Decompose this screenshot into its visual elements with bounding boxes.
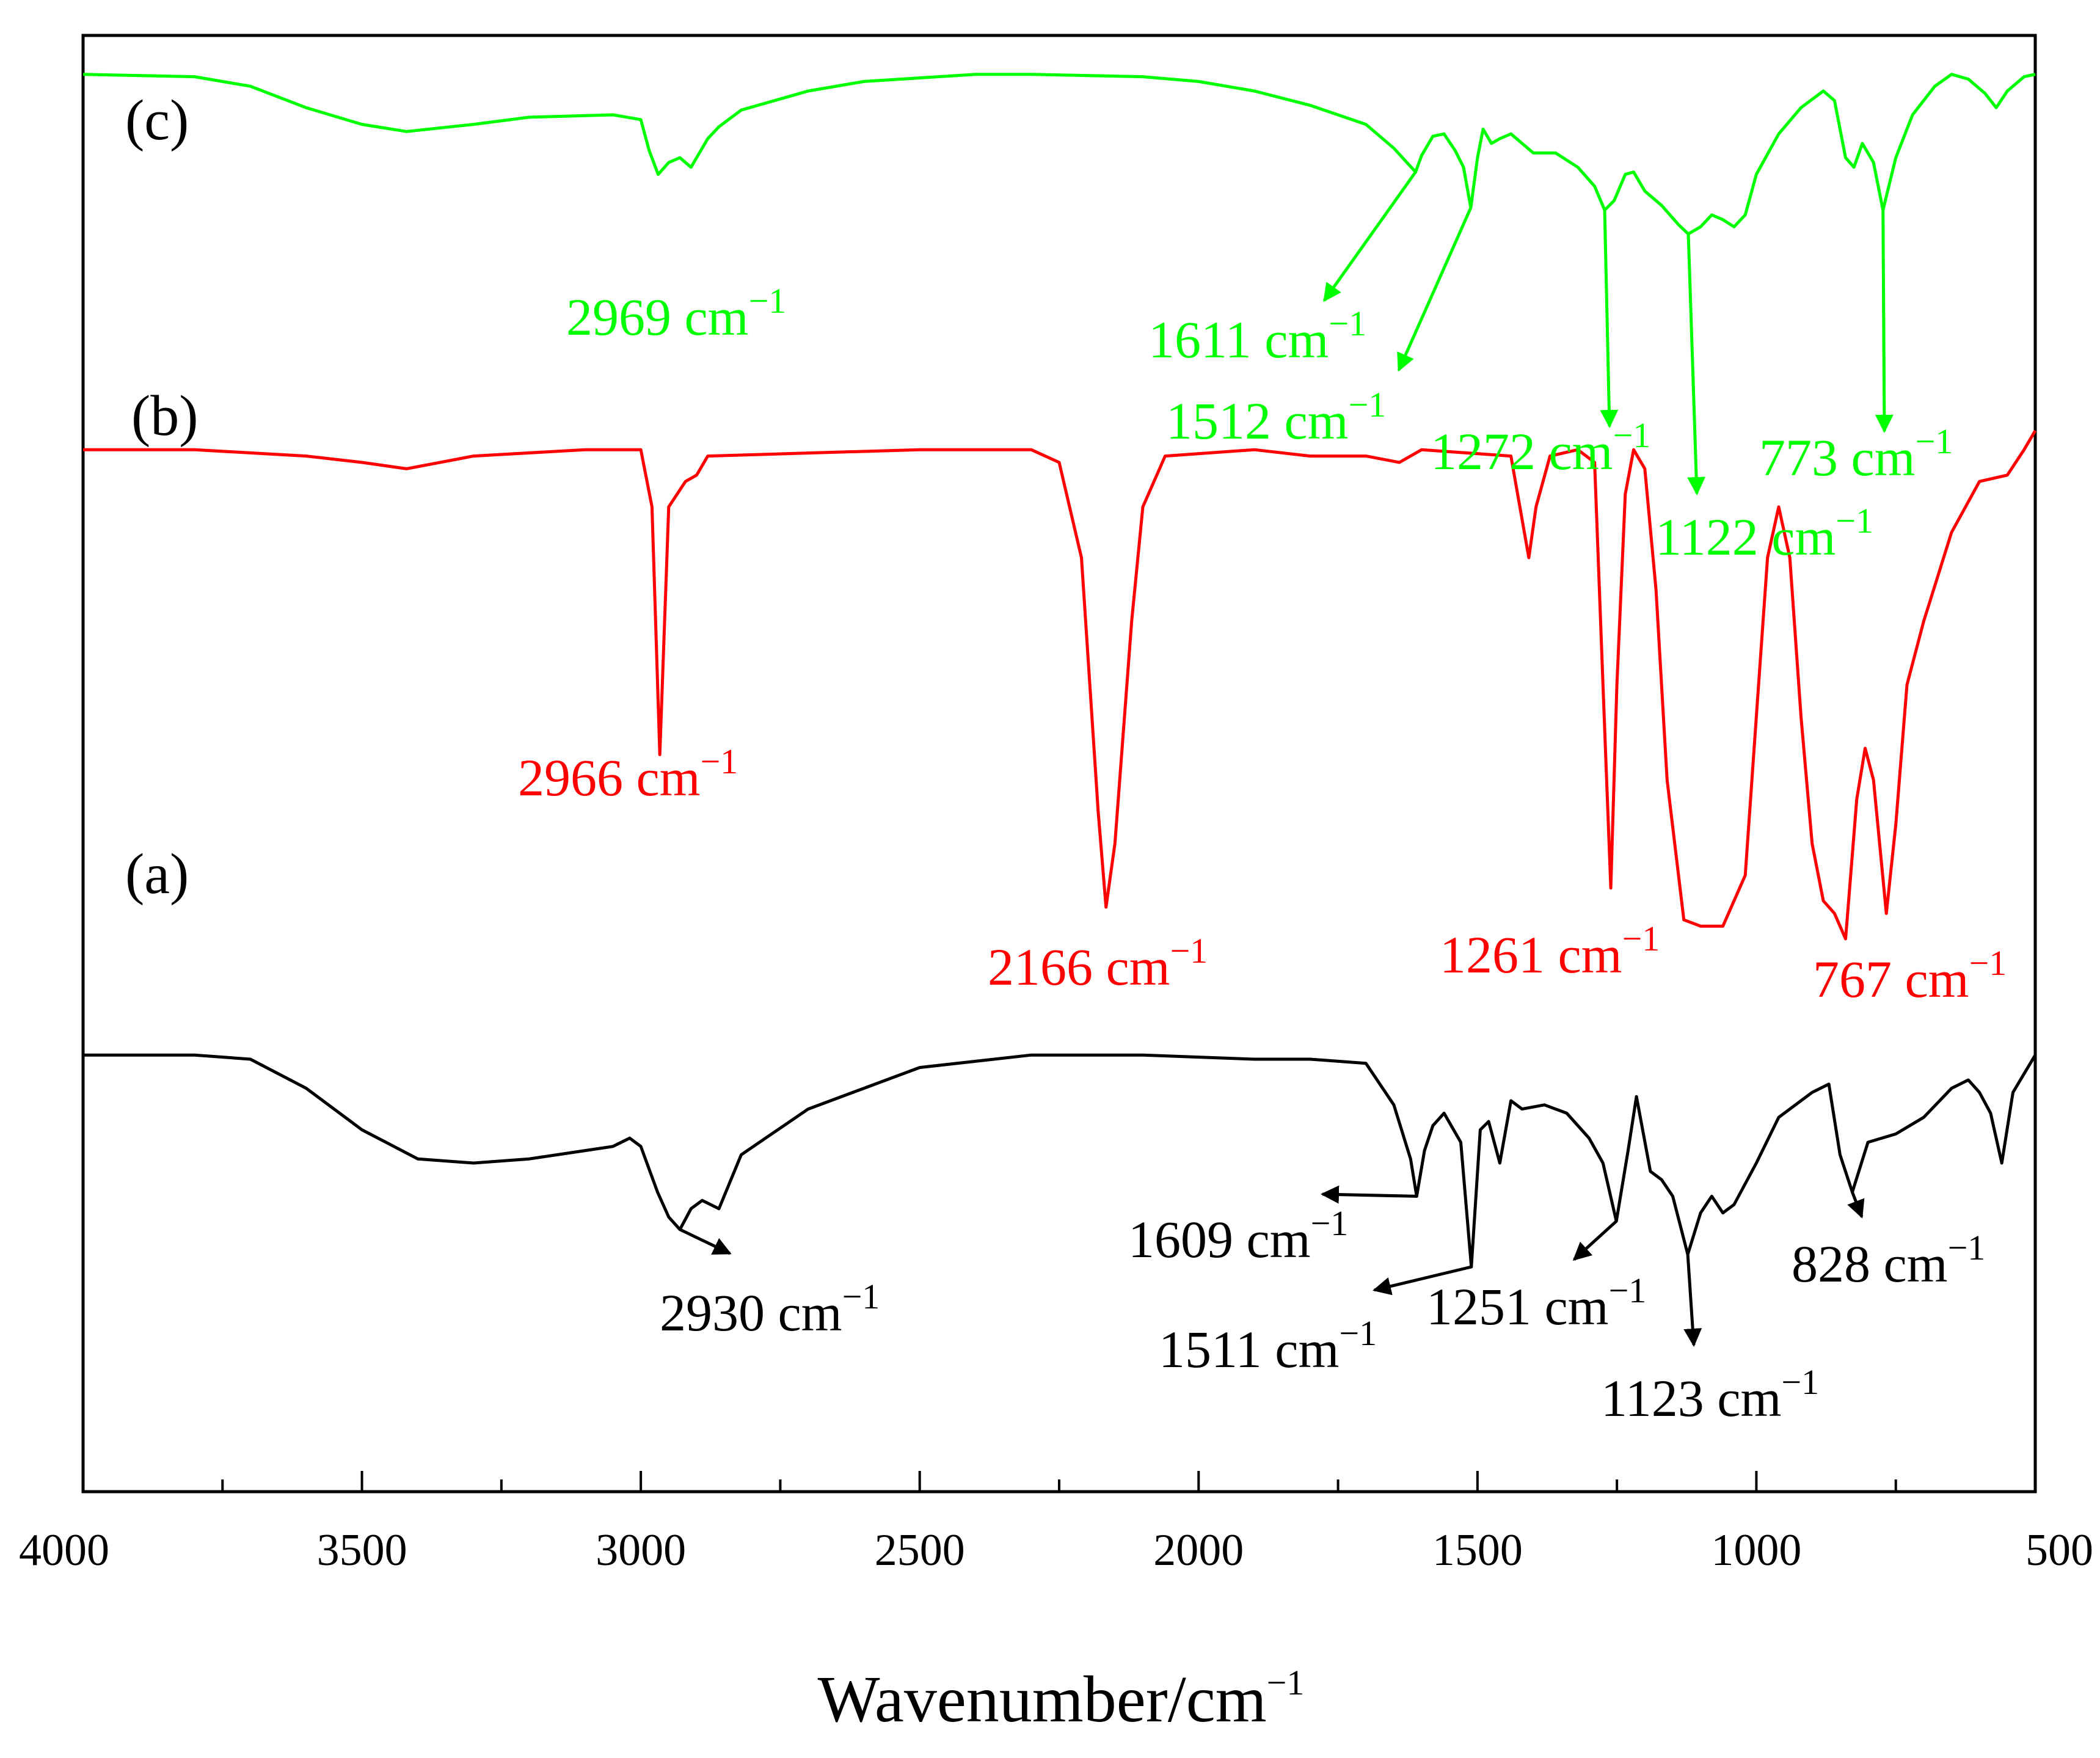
peak-label-b-2166: 2166 cm−1 <box>988 931 1208 996</box>
x-tick-label: 3500 <box>317 1525 407 1575</box>
peak-arrow-a-1123 <box>1683 1254 1702 1347</box>
peak-label-b-2966: 2966 cm−1 <box>518 742 738 807</box>
x-tick-label: 1000 <box>1711 1525 1801 1575</box>
peak-label-c-1611: 1611 cm−1 <box>1148 304 1366 369</box>
peak-arrow-c-1512 <box>1397 207 1473 372</box>
x-axis-title: Wavenumber/cm−1 <box>818 1663 1305 1736</box>
peak-label-c-1272: 1272 cm−1 <box>1431 415 1650 481</box>
x-tick-label: 2000 <box>1153 1525 1244 1575</box>
peak-arrow-a-1511 <box>1373 1265 1472 1296</box>
peak-label-a-1609: 1609 cm−1 <box>1128 1203 1348 1269</box>
peak-arrow-a-1251 <box>1572 1220 1617 1261</box>
x-tick-label: 500 <box>2025 1525 2093 1575</box>
series-tag-a: (a) <box>125 842 189 906</box>
spectrum-line-c <box>82 73 2036 236</box>
x-tick-label: 3000 <box>596 1525 686 1575</box>
peak-label-c-2969: 2969 cm−1 <box>566 281 786 346</box>
peak-arrows <box>679 171 1894 1347</box>
peak-arrow-c-773 <box>1875 210 1894 433</box>
peak-label-b-1261: 1261 cm−1 <box>1440 919 1660 984</box>
peak-label-a-2930: 2930 cm−1 <box>660 1277 880 1342</box>
series-tag-c: (c) <box>125 89 189 152</box>
peak-arrow-a-828 <box>1847 1191 1865 1219</box>
peak-label-c-773: 773 cm−1 <box>1759 421 1953 487</box>
x-tick-label: 4000 <box>19 1525 109 1575</box>
spectrum-line-a <box>83 1053 2037 1269</box>
peak-labels: 2930 cm−1 1609 cm−1 1511 cm−1 1251 cm−1 1123… <box>518 281 2007 1428</box>
peak-label-a-828: 828 cm−1 <box>1792 1228 1985 1293</box>
peak-label-a-1251: 1251 cm−1 <box>1426 1271 1646 1336</box>
peak-label-b-767: 767 cm−1 <box>1813 943 2007 1008</box>
x-tick-label: 2500 <box>875 1525 965 1575</box>
plot-frame <box>81 34 2037 1494</box>
series-tag-b: (b) <box>131 384 199 448</box>
peak-label-a-1123: 1123 cm−1 <box>1601 1362 1819 1428</box>
peak-arrow-a-1609 <box>1321 1185 1417 1204</box>
spectra-series: (a) (b) (c) <box>82 73 2037 1269</box>
peak-label-c-1122: 1122 cm−1 <box>1655 501 1873 566</box>
peak-arrow-c-1272 <box>1600 210 1619 428</box>
peak-arrow-c-1122 <box>1686 233 1706 495</box>
x-axis-ticks: 4000 3500 3000 2500 2000 1500 1000 500 <box>19 1471 2093 1575</box>
x-tick-label: 1500 <box>1432 1525 1523 1575</box>
peak-arrow-a-2930 <box>679 1228 732 1255</box>
peak-arrow-c-1611 <box>1322 171 1417 302</box>
peak-label-c-1512: 1512 cm−1 <box>1166 385 1386 450</box>
spectrum-line-b <box>83 429 2037 941</box>
peak-label-a-1511: 1511 cm−1 <box>1159 1313 1377 1379</box>
